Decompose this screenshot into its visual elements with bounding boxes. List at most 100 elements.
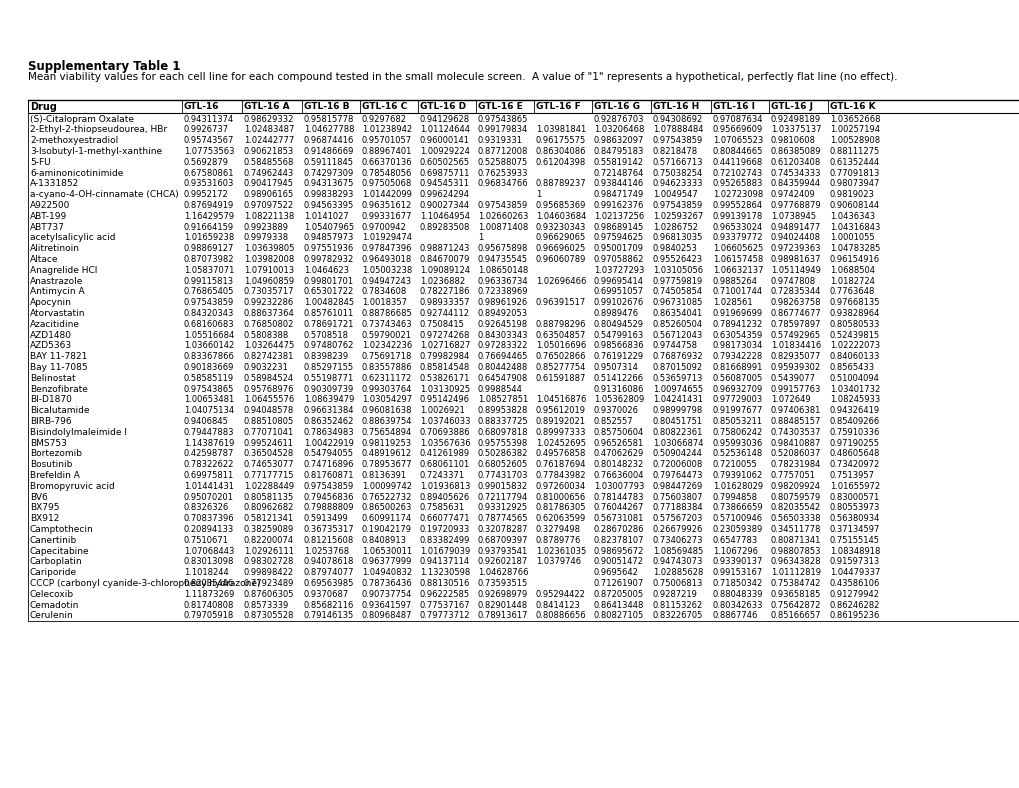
Text: AZD1480: AZD1480 bbox=[30, 330, 72, 340]
Text: 0.95070201: 0.95070201 bbox=[183, 492, 233, 501]
Text: 0.94623333: 0.94623333 bbox=[652, 180, 703, 188]
Text: 0.34511778: 0.34511778 bbox=[770, 525, 820, 534]
Text: GTL-16 E: GTL-16 E bbox=[478, 102, 523, 111]
Text: BMS753: BMS753 bbox=[30, 438, 67, 448]
Text: 0.95294422: 0.95294422 bbox=[535, 589, 585, 599]
Text: BI-D1870: BI-D1870 bbox=[30, 396, 71, 404]
Text: 0.92645198: 0.92645198 bbox=[478, 320, 528, 329]
Text: 0.81000656: 0.81000656 bbox=[535, 492, 586, 501]
Text: 0.72117794: 0.72117794 bbox=[478, 492, 528, 501]
Text: 1.03264475: 1.03264475 bbox=[244, 341, 293, 351]
Text: 0.78941232: 0.78941232 bbox=[712, 320, 762, 329]
Text: 0.71001744: 0.71001744 bbox=[712, 288, 762, 296]
Text: 0.61591887: 0.61591887 bbox=[535, 374, 586, 383]
Text: 0.8326326: 0.8326326 bbox=[183, 504, 229, 512]
Text: 0.97097522: 0.97097522 bbox=[244, 201, 293, 210]
Text: 0.7757051: 0.7757051 bbox=[770, 471, 815, 480]
Text: 0.87712008: 0.87712008 bbox=[478, 147, 528, 156]
Text: 1.02342236: 1.02342236 bbox=[362, 341, 412, 351]
Text: 0.36504528: 0.36504528 bbox=[244, 449, 293, 459]
Text: 1.01929474: 1.01929474 bbox=[362, 233, 412, 242]
Text: 0.80962682: 0.80962682 bbox=[244, 504, 294, 512]
Text: 0.60502565: 0.60502565 bbox=[420, 158, 470, 167]
Text: 0.80494529: 0.80494529 bbox=[593, 320, 643, 329]
Text: 1.03206468: 1.03206468 bbox=[593, 125, 644, 134]
Text: 0.97406381: 0.97406381 bbox=[770, 406, 820, 415]
Text: 0.88510805: 0.88510805 bbox=[244, 417, 293, 426]
Text: 0.92698979: 0.92698979 bbox=[478, 589, 528, 599]
Text: 1.00929224: 1.00929224 bbox=[420, 147, 470, 156]
Text: 0.28670286: 0.28670286 bbox=[593, 525, 644, 534]
Text: Cemadotin: Cemadotin bbox=[30, 600, 79, 609]
Text: 1.00099742: 1.00099742 bbox=[362, 481, 412, 491]
Text: 0.60991174: 0.60991174 bbox=[362, 514, 412, 523]
Text: 0.9742409: 0.9742409 bbox=[770, 190, 815, 199]
Text: 0.75806242: 0.75806242 bbox=[712, 428, 762, 437]
Text: 0.68709397: 0.68709397 bbox=[478, 536, 528, 545]
Text: 0.87205005: 0.87205005 bbox=[593, 589, 643, 599]
Text: 0.94308692: 0.94308692 bbox=[652, 114, 702, 124]
Text: 1.03727293: 1.03727293 bbox=[593, 266, 644, 275]
Text: 0.88048339: 0.88048339 bbox=[712, 589, 763, 599]
Text: 0.88637364: 0.88637364 bbox=[244, 309, 294, 318]
Text: 1.02222073: 1.02222073 bbox=[829, 341, 879, 351]
Text: Bicalutamide: Bicalutamide bbox=[30, 406, 90, 415]
Text: 0.99303764: 0.99303764 bbox=[362, 385, 412, 393]
Text: 0.98173034: 0.98173034 bbox=[712, 341, 762, 351]
Text: 0.77843982: 0.77843982 bbox=[535, 471, 586, 480]
Text: 0.68097818: 0.68097818 bbox=[478, 428, 528, 437]
Text: 0.86246282: 0.86246282 bbox=[829, 600, 879, 609]
Text: 0.49576858: 0.49576858 bbox=[535, 449, 586, 459]
Text: 0.85260504: 0.85260504 bbox=[652, 320, 702, 329]
Text: Azacitidine: Azacitidine bbox=[30, 320, 79, 329]
Text: 0.82901448: 0.82901448 bbox=[478, 600, 528, 609]
Text: 0.91969699: 0.91969699 bbox=[712, 309, 762, 318]
Text: 0.90608144: 0.90608144 bbox=[829, 201, 879, 210]
Text: 0.79764473: 0.79764473 bbox=[652, 471, 703, 480]
Text: 0.76253933: 0.76253933 bbox=[478, 169, 528, 177]
Text: 0.48919612: 0.48919612 bbox=[362, 449, 412, 459]
Text: 0.69875711: 0.69875711 bbox=[420, 169, 470, 177]
Text: 0.72102743: 0.72102743 bbox=[712, 169, 762, 177]
Text: 1.03007793: 1.03007793 bbox=[593, 481, 644, 491]
Text: 0.98073947: 0.98073947 bbox=[829, 180, 879, 188]
Text: 1.02723098: 1.02723098 bbox=[712, 190, 762, 199]
Text: 0.86774677: 0.86774677 bbox=[770, 309, 821, 318]
Text: Anastrazole: Anastrazole bbox=[30, 277, 84, 285]
Text: Belinostat: Belinostat bbox=[30, 374, 75, 383]
Text: 0.95142496: 0.95142496 bbox=[420, 396, 470, 404]
Text: 0.88111275: 0.88111275 bbox=[829, 147, 879, 156]
Text: 0.8565433: 0.8565433 bbox=[829, 363, 874, 372]
Text: 0.79146135: 0.79146135 bbox=[304, 611, 354, 620]
Text: 0.96081638: 0.96081638 bbox=[362, 406, 412, 415]
Text: 1.0018357: 1.0018357 bbox=[362, 298, 407, 307]
Text: 1.14387619: 1.14387619 bbox=[183, 438, 234, 448]
Text: 0.99524611: 0.99524611 bbox=[244, 438, 293, 448]
Text: 0.91997677: 0.91997677 bbox=[712, 406, 762, 415]
Text: 0.97274268: 0.97274268 bbox=[420, 330, 470, 340]
Text: 0.32078287: 0.32078287 bbox=[478, 525, 528, 534]
Text: 0.78231984: 0.78231984 bbox=[770, 460, 820, 469]
Text: 1.01442099: 1.01442099 bbox=[362, 190, 412, 199]
Text: 0.52588075: 0.52588075 bbox=[478, 158, 528, 167]
Text: 1.05837071: 1.05837071 bbox=[183, 266, 234, 275]
Text: 0.58121341: 0.58121341 bbox=[244, 514, 293, 523]
Text: 1.01659238: 1.01659238 bbox=[183, 233, 234, 242]
Text: 0.56503338: 0.56503338 bbox=[770, 514, 820, 523]
Text: 1.04627788: 1.04627788 bbox=[304, 125, 355, 134]
Text: 0.70837396: 0.70837396 bbox=[183, 514, 234, 523]
Text: 0.73035717: 0.73035717 bbox=[244, 288, 294, 296]
Text: 0.78953677: 0.78953677 bbox=[362, 460, 413, 469]
Text: 0.82935077: 0.82935077 bbox=[770, 352, 820, 361]
Text: 1.0436343: 1.0436343 bbox=[829, 212, 874, 221]
Text: 0.97543859: 0.97543859 bbox=[183, 298, 234, 307]
Text: 0.76850802: 0.76850802 bbox=[244, 320, 294, 329]
Text: 0.75006813: 0.75006813 bbox=[652, 579, 703, 588]
Text: 0.74303537: 0.74303537 bbox=[770, 428, 820, 437]
Text: 0.97847396: 0.97847396 bbox=[362, 244, 412, 253]
Text: 0.9926737: 0.9926737 bbox=[183, 125, 229, 134]
Text: Cariporide: Cariporide bbox=[30, 568, 77, 577]
Text: 0.99624294: 0.99624294 bbox=[420, 190, 470, 199]
Text: 1.06605625: 1.06605625 bbox=[712, 244, 762, 253]
Text: 0.82200074: 0.82200074 bbox=[244, 536, 293, 545]
